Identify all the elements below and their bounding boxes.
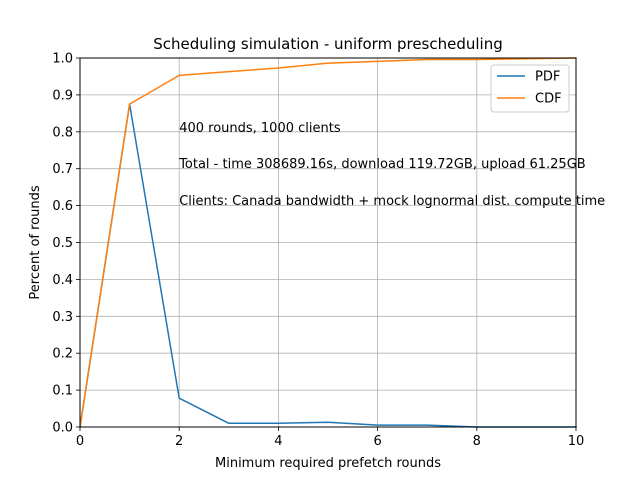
x-tick-label: 4 (274, 434, 282, 449)
y-tick-label: 0.0 (52, 421, 73, 436)
series-line-cdf (79, 57, 577, 428)
annotations: 400 rounds, 1000 clients Total - time 308… (178, 121, 605, 209)
x-tick-label: 10 (568, 434, 585, 449)
annotation-text: 400 rounds, 1000 clients (179, 121, 341, 136)
chart-title: Scheduling simulation - uniform presched… (153, 35, 503, 53)
x-tick-label: 6 (373, 434, 381, 449)
legend-label-pdf: PDF (535, 70, 560, 85)
annotation-text: Total - time 308689.16s, download 119.72… (178, 157, 586, 172)
y-tick-label: 0.5 (52, 236, 73, 251)
y-tick-label: 0.1 (52, 384, 73, 399)
x-tick-label: 2 (175, 434, 183, 449)
legend-label-cdf: CDF (535, 92, 562, 107)
x-tick-label: 0 (76, 434, 84, 449)
grid (79, 57, 577, 428)
y-tick-label: 0.4 (52, 273, 73, 288)
y-tick-label: 1.0 (52, 52, 73, 67)
ticks: 0 2 4 6 8 10 0.0 0.1 0.2 0.3 0.4 0.5 0.6 0.7 0.8 0.9 1.0 (52, 52, 584, 450)
y-axis-label: Percent of rounds (28, 185, 43, 299)
y-tick-label: 0.3 (52, 310, 73, 325)
x-tick-label: 8 (473, 434, 481, 449)
y-tick-label: 0.7 (52, 162, 73, 177)
x-axis-label: Minimum required prefetch rounds (215, 456, 441, 471)
y-tick-label: 0.2 (52, 347, 73, 362)
legend: PDF CDF (490, 64, 570, 113)
annotation-text: Clients: Canada bandwidth + mock lognorm… (179, 194, 605, 209)
y-tick-label: 0.6 (52, 199, 73, 214)
y-tick-label: 0.9 (52, 88, 73, 103)
y-tick-label: 0.8 (52, 125, 73, 140)
